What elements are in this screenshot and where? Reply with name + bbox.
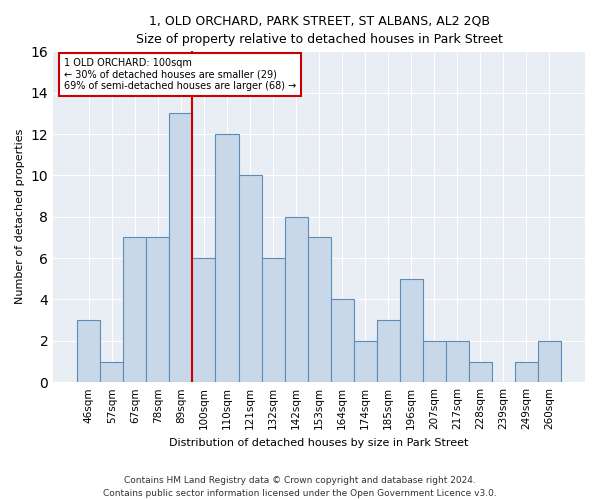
Bar — [100, 362, 124, 382]
Bar — [446, 341, 469, 382]
Bar — [193, 258, 215, 382]
Bar — [331, 300, 353, 382]
Bar — [169, 114, 193, 382]
X-axis label: Distribution of detached houses by size in Park Street: Distribution of detached houses by size … — [169, 438, 469, 448]
Text: Contains HM Land Registry data © Crown copyright and database right 2024.
Contai: Contains HM Land Registry data © Crown c… — [103, 476, 497, 498]
Text: 1 OLD ORCHARD: 100sqm
← 30% of detached houses are smaller (29)
69% of semi-deta: 1 OLD ORCHARD: 100sqm ← 30% of detached … — [64, 58, 296, 91]
Bar — [215, 134, 239, 382]
Bar — [515, 362, 538, 382]
Bar — [400, 279, 422, 382]
Bar — [469, 362, 492, 382]
Bar — [262, 258, 284, 382]
Bar — [124, 238, 146, 382]
Bar — [538, 341, 561, 382]
Bar — [77, 320, 100, 382]
Y-axis label: Number of detached properties: Number of detached properties — [15, 129, 25, 304]
Bar — [353, 341, 377, 382]
Bar — [239, 176, 262, 382]
Bar — [284, 217, 308, 382]
Bar — [308, 238, 331, 382]
Bar — [422, 341, 446, 382]
Bar — [146, 238, 169, 382]
Bar — [377, 320, 400, 382]
Title: 1, OLD ORCHARD, PARK STREET, ST ALBANS, AL2 2QB
Size of property relative to det: 1, OLD ORCHARD, PARK STREET, ST ALBANS, … — [136, 15, 503, 46]
